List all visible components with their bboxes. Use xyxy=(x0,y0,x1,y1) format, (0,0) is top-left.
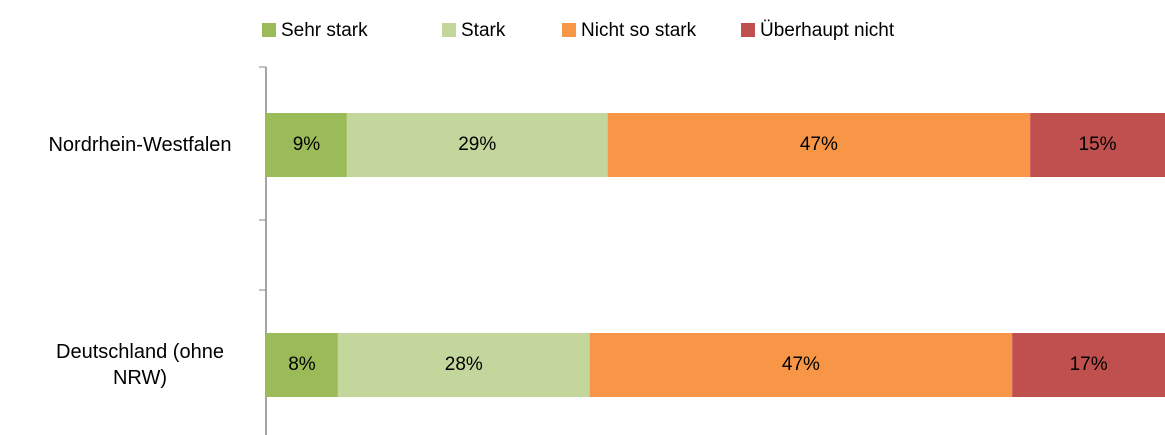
value-label: 8% xyxy=(288,354,316,375)
legend-label: Sehr stark xyxy=(281,20,368,41)
bar-segment xyxy=(266,333,338,397)
value-label: 15% xyxy=(1079,134,1117,155)
legend-swatch xyxy=(262,23,276,37)
value-label: 47% xyxy=(800,134,838,155)
legend-label: Stark xyxy=(461,20,506,41)
value-label: 47% xyxy=(782,354,820,375)
legend-swatch xyxy=(442,23,456,37)
legend-label: Nicht so stark xyxy=(581,20,697,41)
bar-segment xyxy=(266,113,347,177)
category-label: Deutschland (ohne NRW) xyxy=(56,341,224,389)
bar-segment xyxy=(607,113,1031,177)
legend-label: Überhaupt nicht xyxy=(760,20,895,41)
value-label: 17% xyxy=(1070,354,1108,375)
bar-segment xyxy=(1030,113,1165,177)
legend-swatch xyxy=(741,23,755,37)
value-label: 28% xyxy=(445,354,483,375)
legend-swatch xyxy=(562,23,576,37)
bar-segment xyxy=(346,113,608,177)
category-label: Nordrhein-Westfalen xyxy=(48,134,232,156)
value-label: 9% xyxy=(293,134,321,155)
bar-segment xyxy=(1012,333,1165,397)
value-label: 29% xyxy=(458,134,496,155)
bar-segment xyxy=(337,333,590,397)
bar-segment xyxy=(589,333,1013,397)
